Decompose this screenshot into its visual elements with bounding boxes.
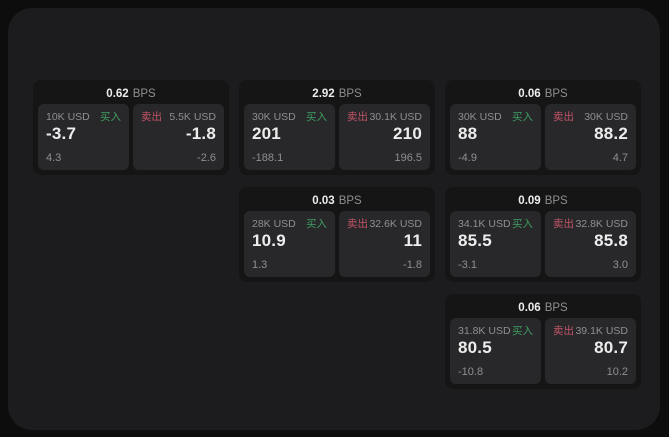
buy-side-label: 买入 [512,218,533,230]
sell-panel[interactable]: 卖出 32.6K USD 11 -1.8 [339,211,430,277]
buy-sell-panels: 34.1K USD 买入 85.5 -3.1 卖出 32.8K USD 85.8… [450,211,636,277]
buy-price: 80.5 [458,338,492,358]
card-header: 0.62 BPS [38,85,224,104]
quote-card: 0.06 BPS 30K USD 买入 88 -4.9 卖出 [445,80,641,175]
sell-amount: 30K USD [584,111,628,123]
bps-label: BPS [544,301,568,314]
sell-delta: 4.7 [612,151,628,164]
sell-delta: 10.2 [606,365,628,378]
sell-panel[interactable]: 卖出 39.1K USD 80.7 10.2 [545,318,636,384]
buy-panel[interactable]: 28K USD 买入 10.9 1.3 [244,211,335,277]
sell-price: 210 [393,124,422,144]
sell-delta: 3.0 [612,258,628,271]
sell-delta: -1.8 [403,258,422,271]
sell-panel[interactable]: 卖出 30.1K USD 210 196.5 [339,104,430,170]
sell-side-label: 卖出 [141,111,162,123]
buy-delta: 1.3 [252,258,268,271]
sell-price: 11 [403,231,422,251]
app-window: 0.62 BPS 10K USD 买入 -3.7 4.3 卖出 [8,8,660,430]
sell-panel[interactable]: 卖出 32.8K USD 85.8 3.0 [545,211,636,277]
sell-price: -1.8 [185,124,216,144]
bps-value: 0.06 [518,87,541,100]
sell-panel[interactable]: 卖出 30K USD 88.2 4.7 [545,104,636,170]
buy-amount: 34.1K USD [458,218,511,230]
bps-value: 2.92 [312,87,335,100]
sell-delta: -2.6 [197,151,216,164]
sell-amount: 32.6K USD [369,218,422,230]
buy-sell-panels: 30K USD 买入 88 -4.9 卖出 30K USD 88.2 4.7 [450,104,636,170]
buy-sell-panels: 31.8K USD 买入 80.5 -10.8 卖出 39.1K USD 80.… [450,318,636,384]
sell-side-label: 卖出 [553,111,574,123]
buy-side-label: 买入 [306,111,327,123]
bps-value: 0.09 [518,194,541,207]
quote-cards-grid: 0.62 BPS 10K USD 买入 -3.7 4.3 卖出 [33,80,641,389]
sell-price: 88.2 [594,124,628,144]
buy-side-label: 买入 [512,111,533,123]
buy-delta: -10.8 [458,365,484,378]
bps-label: BPS [544,194,568,207]
buy-delta: -188.1 [252,151,284,164]
buy-amount: 10K USD [46,111,90,123]
buy-panel[interactable]: 31.8K USD 买入 80.5 -10.8 [450,318,541,384]
buy-price: 85.5 [458,231,492,251]
bps-label: BPS [338,87,362,100]
sell-amount: 32.8K USD [575,218,628,230]
card-header: 0.09 BPS [450,192,636,211]
quote-card: 0.09 BPS 34.1K USD 买入 85.5 -3.1 卖出 [445,187,641,282]
buy-panel[interactable]: 34.1K USD 买入 85.5 -3.1 [450,211,541,277]
bps-value: 0.03 [312,194,335,207]
bps-label: BPS [544,87,568,100]
buy-amount: 28K USD [252,218,296,230]
buy-amount: 30K USD [252,111,296,123]
sell-delta: 196.5 [394,151,422,164]
buy-price: 10.9 [252,231,286,251]
buy-sell-panels: 30K USD 买入 201 -188.1 卖出 30.1K USD 210 1… [244,104,430,170]
buy-side-label: 买入 [512,325,533,337]
buy-delta: -4.9 [458,151,477,164]
sell-side-label: 卖出 [347,218,368,230]
buy-delta: -3.1 [458,258,477,271]
card-header: 0.03 BPS [244,192,430,211]
sell-price: 80.7 [594,338,628,358]
quote-card: 0.62 BPS 10K USD 买入 -3.7 4.3 卖出 [33,80,229,175]
bps-label: BPS [132,87,156,100]
sell-side-label: 卖出 [553,325,574,337]
buy-panel[interactable]: 30K USD 买入 88 -4.9 [450,104,541,170]
buy-panel[interactable]: 10K USD 买入 -3.7 4.3 [38,104,129,170]
buy-side-label: 买入 [100,111,121,123]
card-header: 2.92 BPS [244,85,430,104]
buy-price: 88 [458,124,478,144]
sell-price: 85.8 [594,231,628,251]
buy-amount: 31.8K USD [458,325,511,337]
buy-delta: 4.3 [46,151,62,164]
quote-card: 2.92 BPS 30K USD 买入 201 -188.1 卖出 [239,80,435,175]
buy-amount: 30K USD [458,111,502,123]
card-header: 0.06 BPS [450,299,636,318]
buy-sell-panels: 10K USD 买入 -3.7 4.3 卖出 5.5K USD -1.8 -2.… [38,104,224,170]
quote-card: 0.06 BPS 31.8K USD 买入 80.5 -10.8 卖 [445,294,641,389]
sell-panel[interactable]: 卖出 5.5K USD -1.8 -2.6 [133,104,224,170]
quote-card: 0.03 BPS 28K USD 买入 10.9 1.3 卖出 [239,187,435,282]
sell-side-label: 卖出 [347,111,368,123]
bps-label: BPS [338,194,362,207]
sell-amount: 39.1K USD [575,325,628,337]
buy-side-label: 买入 [306,218,327,230]
sell-amount: 5.5K USD [169,111,216,123]
sell-side-label: 卖出 [553,218,574,230]
buy-panel[interactable]: 30K USD 买入 201 -188.1 [244,104,335,170]
bps-value: 0.06 [518,301,541,314]
buy-price: 201 [252,124,281,144]
bps-value: 0.62 [106,87,129,100]
buy-price: -3.7 [46,124,77,144]
buy-sell-panels: 28K USD 买入 10.9 1.3 卖出 32.6K USD 11 -1.8 [244,211,430,277]
sell-amount: 30.1K USD [369,111,422,123]
card-header: 0.06 BPS [450,85,636,104]
